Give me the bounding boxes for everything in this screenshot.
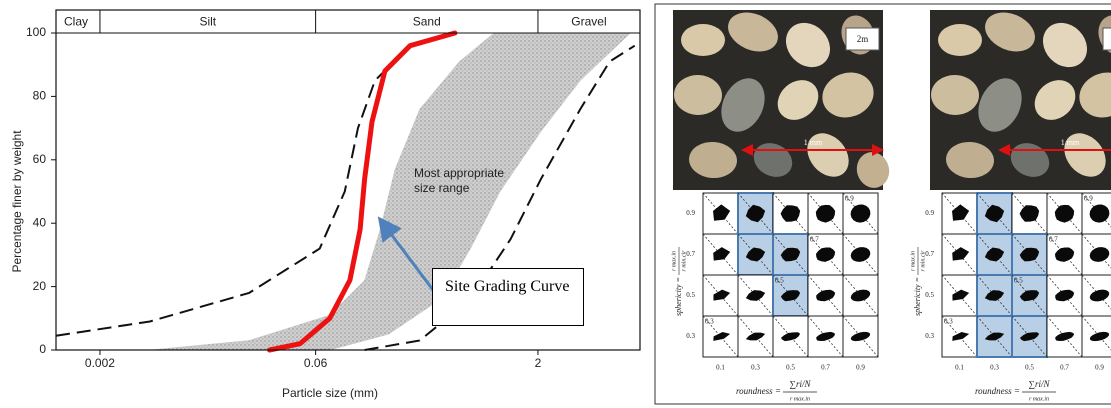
- x-axis-label: Particle size (mm): [282, 386, 378, 400]
- y-tick-label: 0.3: [686, 332, 695, 340]
- y-tick-label: 60: [33, 152, 47, 166]
- x-tick-label: 0.5: [1025, 364, 1034, 372]
- x-tick-label: 0.7: [821, 364, 830, 372]
- y-tick-label: 0.9: [925, 209, 934, 217]
- cell-label: 0.7: [1049, 236, 1058, 244]
- y-tick-label: 0.9: [686, 209, 695, 217]
- size-class-label: Silt: [199, 15, 216, 29]
- scale-bar-label: 1 mm: [1061, 138, 1080, 147]
- y-tick-label: 100: [26, 25, 46, 39]
- x-tick-label: 0.06: [304, 356, 328, 370]
- grain: [681, 24, 725, 56]
- y-axis-label: sphericity = r max.in r min.cir: [671, 247, 687, 316]
- y-axis-text: sphericity =: [674, 277, 683, 316]
- cell-label: 0.7: [810, 236, 819, 244]
- scale-label: 2m: [857, 34, 869, 44]
- y-fraction-den: r min.cir: [920, 250, 926, 272]
- size-class-label: Sand: [413, 15, 441, 29]
- cell-label: 0.9: [1084, 195, 1093, 203]
- x-tick-label: 0.5: [786, 364, 795, 372]
- x-tick-label: 0.1: [716, 364, 725, 372]
- y-tick-label: 0.7: [925, 250, 934, 258]
- page: {"chart_data": { "type": "line", "x_scal…: [0, 0, 1111, 408]
- shape-panel: 2m 1 mm 0.9 0.7 0.5 0.3 0.9 0.7 0.5 0.3 0.1 0.3 0.5 0…: [671, 5, 893, 402]
- band-annotation: Most appropriate size range: [414, 166, 514, 196]
- x-fraction-num: ∑ri/N: [1029, 379, 1051, 389]
- cell-label: 0.5: [775, 277, 784, 285]
- y-axis-label: Percentage finer by weight: [10, 130, 24, 273]
- y-tick-label: 0.5: [925, 291, 934, 299]
- y-fraction-num: r max.in: [910, 251, 916, 271]
- y-tick-label: 0: [39, 342, 46, 356]
- scale-box: [1103, 28, 1111, 50]
- x-fraction-num: ∑ri/N: [790, 379, 812, 389]
- x-tick-label: 0.7: [1060, 364, 1069, 372]
- grading-chart: Clay Silt Sand Gravel 0 20 40 60 80 100 0.002 0.06 2…: [10, 10, 640, 400]
- y-fraction-den: r min.cir: [681, 250, 687, 272]
- y-tick-label: 0.3: [925, 332, 934, 340]
- cell-label: 0.9: [845, 195, 854, 203]
- curve-annotation: Site Grading Curve: [432, 268, 584, 326]
- y-axis-text: sphericity =: [913, 277, 922, 316]
- cell-label: 0.5: [1014, 277, 1023, 285]
- x-tick-label: 0.3: [990, 364, 999, 372]
- x-tick-label: 0.1: [955, 364, 964, 372]
- cell-label: 0.3: [705, 318, 714, 326]
- y-fraction-num: r max.in: [671, 251, 677, 271]
- figure: Clay Silt Sand Gravel 0 20 40 60 80 100 0.002 0.06 2…: [0, 0, 1111, 408]
- y-tick-label: 0.7: [686, 250, 695, 258]
- cell-label: 0.3: [944, 318, 953, 326]
- y-tick-label: 0.5: [686, 291, 695, 299]
- y-tick-label: 40: [33, 215, 47, 229]
- x-tick-label: 0.002: [85, 356, 115, 370]
- x-tick-label: 0.9: [856, 364, 865, 372]
- y-tick-label: 80: [33, 89, 47, 103]
- grain: [938, 24, 982, 56]
- x-tick-label: 0.9: [1095, 364, 1104, 372]
- shape-panel: 4m1 mm0.90.70.50.30.90.70.50.30.10.30.50…: [910, 5, 1111, 402]
- size-class-label: Gravel: [571, 15, 606, 29]
- x-axis-label: roundness =: [975, 386, 1020, 396]
- size-class-label: Clay: [64, 15, 88, 29]
- y-axis-label: sphericity = r max.in r min.cir: [910, 247, 926, 316]
- x-axis-label: roundness =: [736, 386, 781, 396]
- y-tick-label: 20: [33, 279, 47, 293]
- x-tick-label: 2: [535, 356, 542, 370]
- x-fraction-den: r max.in: [1029, 396, 1049, 402]
- scale-bar-label: 1 mm: [804, 138, 823, 147]
- x-tick-label: 0.3: [751, 364, 760, 372]
- x-fraction-den: r max.in: [790, 396, 810, 402]
